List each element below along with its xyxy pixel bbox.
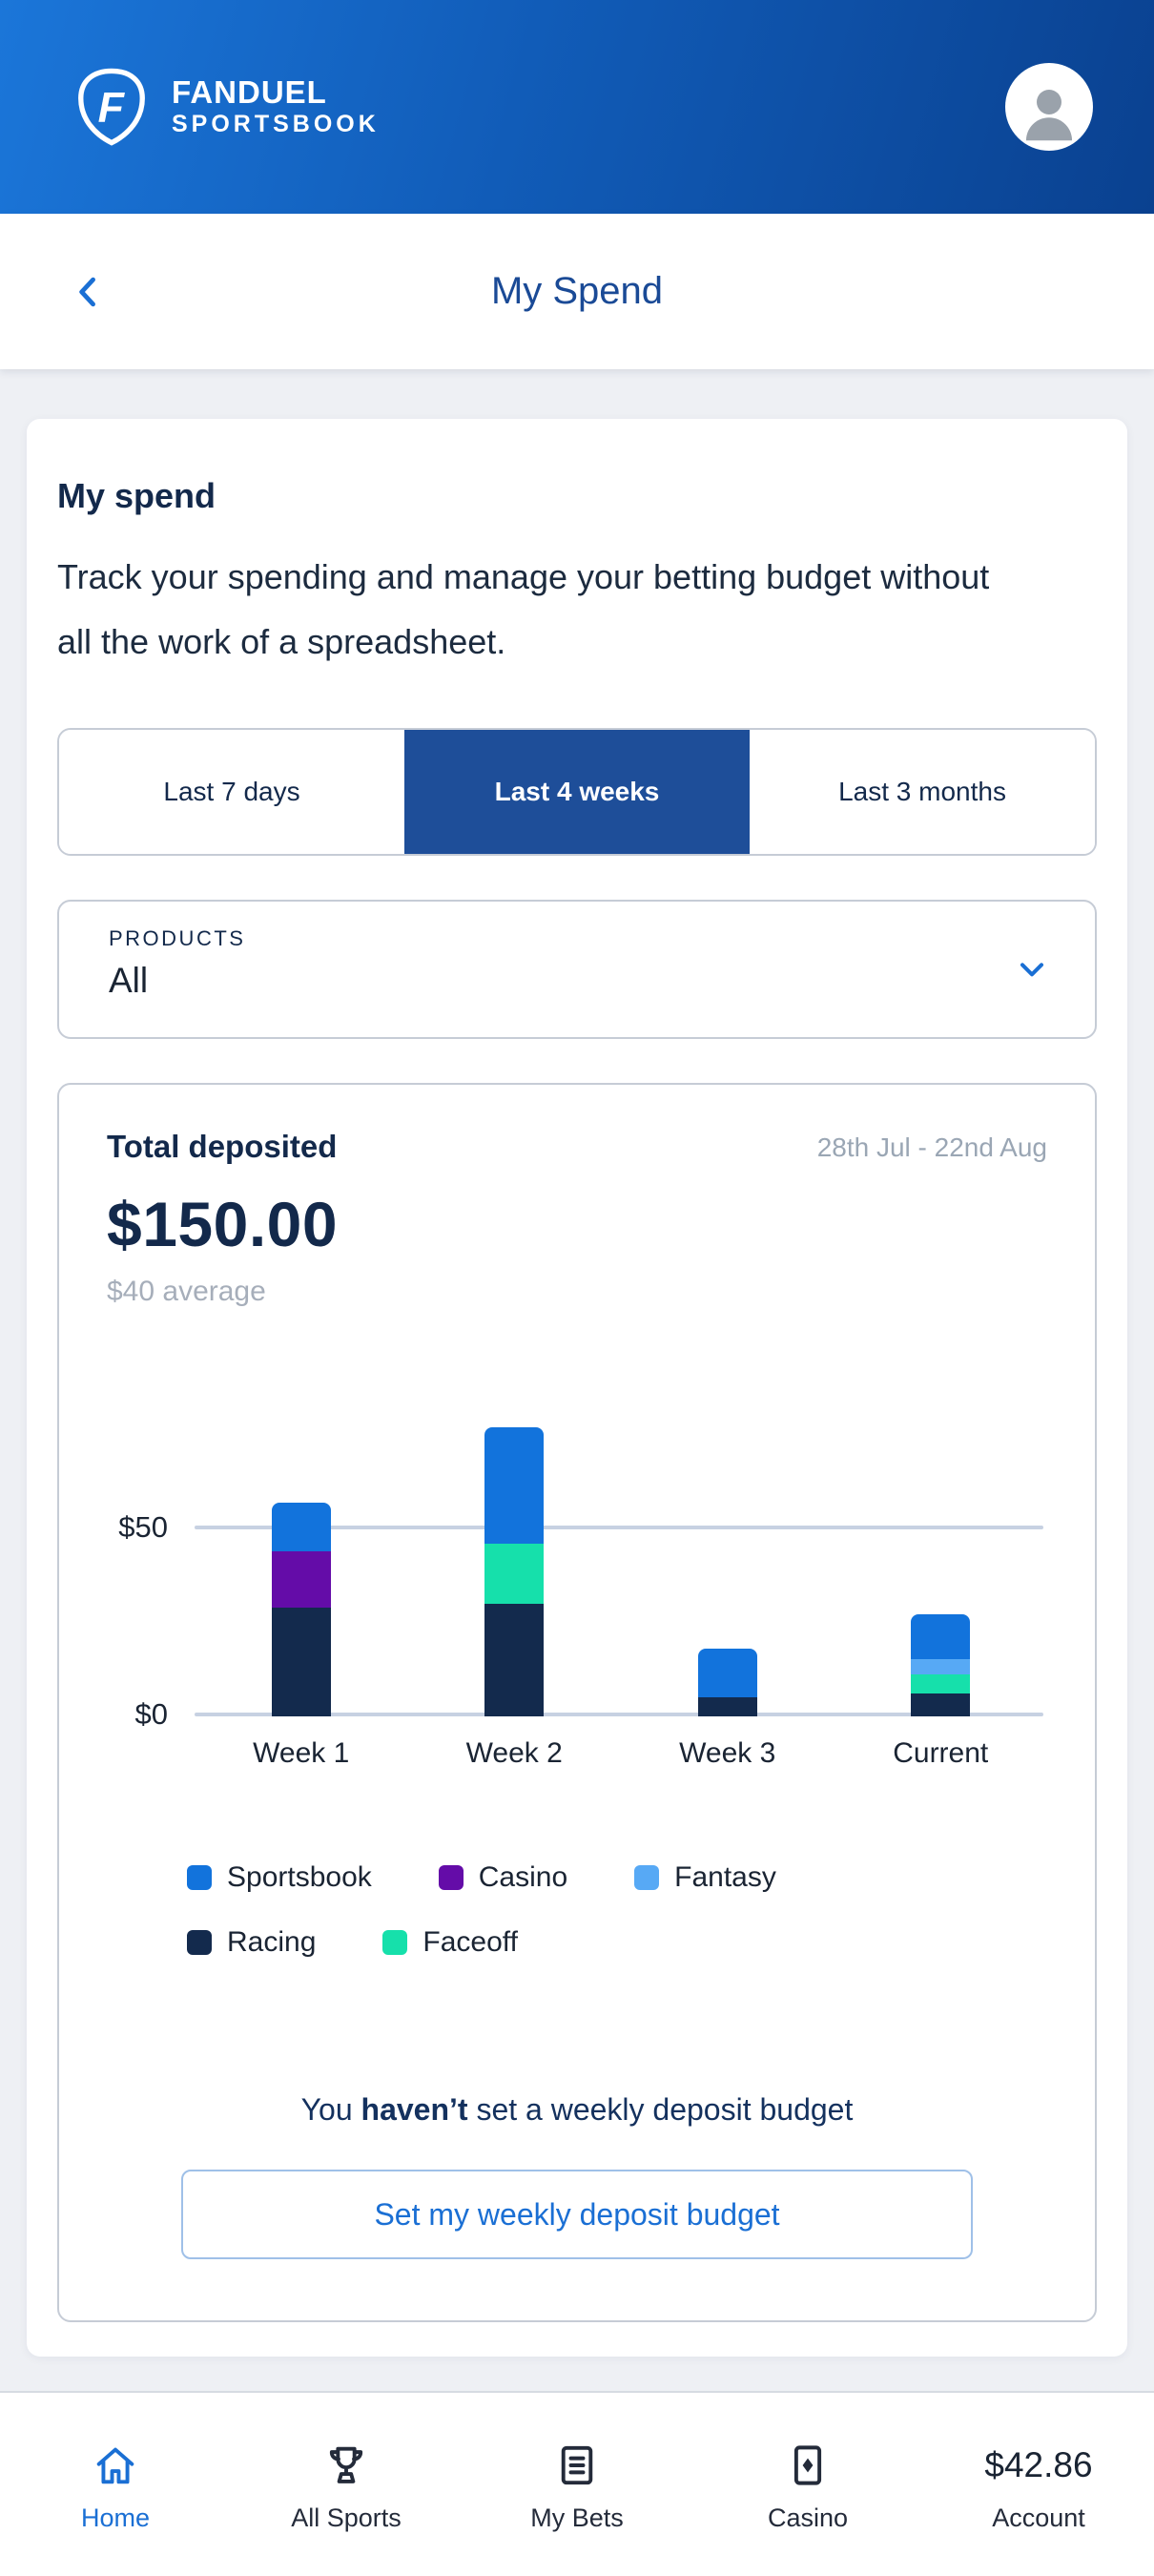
deposits-average: $40 average (107, 1276, 266, 1307)
legend-item-faceoff: Faceoff (382, 1926, 518, 1959)
legend-label: Casino (478, 1861, 568, 1893)
tab-last-4-weeks[interactable]: Last 4 weeks (404, 730, 750, 854)
betslip-icon (552, 2441, 602, 2490)
legend-label: Faceoff (422, 1926, 518, 1958)
bar-segment-racing (697, 1697, 757, 1716)
app-header: F FANDUEL SPORTSBOOK (0, 0, 1154, 214)
bottom-nav: Home All Sports My Bets Casino $42.86 (0, 2391, 1154, 2576)
x-label-week-2: Week 2 (465, 1737, 563, 1769)
bar-segment-casino (271, 1551, 331, 1608)
budget-message: You haven’t set a weekly deposit budget (107, 2092, 1047, 2128)
account-balance: $42.86 (984, 2444, 1093, 2484)
bar-current (911, 1614, 971, 1716)
bar-segment-faceoff (911, 1674, 971, 1693)
nav-home-label: Home (80, 2503, 151, 2532)
svg-text:F: F (98, 84, 126, 132)
page-header: My Spend (0, 214, 1154, 369)
deposits-date-range: 28th Jul - 22nd Aug (816, 1132, 1047, 1162)
deposits-chart: $50 $0 Week 1 Week 2 Week 3 Current (107, 1400, 1047, 1770)
person-icon (1025, 89, 1073, 141)
spend-description: Track your spending and manage your bett… (57, 557, 990, 661)
spend-card: My spend Track your spending and manage … (27, 419, 1127, 2357)
y-tick-0: $0 (134, 1697, 168, 1731)
back-button[interactable] (55, 259, 122, 325)
nav-account[interactable]: $42.86 Account (923, 2393, 1154, 2576)
date-range-tabs: Last 7 days Last 4 weeks Last 3 months (57, 728, 1097, 856)
deposits-bar-chart: $50 $0 (118, 1400, 1047, 1731)
y-tick-50: $50 (118, 1510, 168, 1544)
bar-week-1 (271, 1503, 331, 1716)
chart-x-labels: Week 1 Week 2 Week 3 Current (195, 1737, 1047, 1770)
tab-last-3-months[interactable]: Last 3 months (750, 730, 1095, 854)
nav-all-sports[interactable]: All Sports (231, 2393, 462, 2576)
fanduel-logo-icon: F (71, 66, 153, 148)
fantasy-swatch-icon (634, 1865, 660, 1890)
x-label-week-3: Week 3 (679, 1737, 776, 1769)
bar-segment-sportsbook (697, 1649, 757, 1697)
nav-my-bets-label: My Bets (530, 2503, 624, 2532)
main-content: My spend Track your spending and manage … (0, 369, 1154, 2357)
set-budget-button[interactable]: Set my weekly deposit budget (181, 2170, 973, 2259)
casino-swatch-icon (438, 1865, 464, 1890)
nav-account-label: Account (992, 2503, 1085, 2532)
bar-segment-sportsbook (911, 1614, 971, 1659)
nav-home[interactable]: Home (0, 2393, 231, 2576)
tab-last-7-days[interactable]: Last 7 days (59, 730, 404, 854)
chevron-down-icon (1020, 963, 1043, 977)
bar-week-3 (697, 1649, 757, 1716)
bar-segment-fantasy (911, 1659, 971, 1674)
budget-message-prefix: You (300, 2092, 361, 2127)
x-label-current: Current (893, 1737, 989, 1769)
brand-fanduel: FANDUEL (172, 74, 327, 111)
gridline-0: $0 (135, 1697, 1043, 1731)
products-select[interactable]: PRODUCTS All (57, 900, 1097, 1039)
faceoff-swatch-icon (382, 1930, 408, 1955)
chevron-left-icon (79, 277, 95, 306)
bar-segment-racing (271, 1608, 331, 1716)
legend-item-sportsbook: Sportsbook (187, 1861, 372, 1894)
x-label-week-1: Week 1 (253, 1737, 350, 1769)
deposits-title: Total deposited (107, 1129, 338, 1164)
brand-sportsbook: SPORTSBOOK (172, 110, 380, 137)
nav-my-bets[interactable]: My Bets (462, 2393, 692, 2576)
nav-all-sports-label: All Sports (291, 2503, 402, 2532)
chart-legend: Sportsbook Casino Fantasy Racing Faceoff (187, 1861, 893, 1959)
products-select-value: All (109, 961, 149, 1000)
products-select-label: PRODUCTS (109, 926, 246, 950)
nav-casino[interactable]: Casino (692, 2393, 923, 2576)
legend-item-racing: Racing (187, 1926, 316, 1959)
legend-label: Fantasy (674, 1861, 776, 1893)
bar-segment-sportsbook (484, 1427, 545, 1544)
bar-segment-faceoff (484, 1544, 545, 1604)
page-title: My Spend (490, 270, 664, 312)
budget-message-bold: haven’t (361, 2092, 468, 2127)
legend-item-casino: Casino (438, 1861, 568, 1894)
home-icon (91, 2441, 140, 2490)
brand-name: FANDUEL SPORTSBOOK (172, 75, 380, 137)
account-avatar[interactable] (1005, 63, 1093, 151)
deposits-header: Total deposited 28th Jul - 22nd Aug (107, 1129, 1047, 1165)
legend-item-fantasy: Fantasy (634, 1861, 776, 1894)
trophy-icon (321, 2441, 371, 2490)
legend-label: Sportsbook (227, 1861, 372, 1893)
gridline-50: $50 (118, 1510, 1043, 1544)
spend-heading: My spend (57, 476, 216, 515)
deposits-total: $150.00 (107, 1189, 339, 1259)
bar-segment-racing (484, 1604, 545, 1716)
chart-bars (195, 1400, 1047, 1716)
casino-card-icon (783, 2441, 833, 2490)
budget-message-suffix: set a weekly deposit budget (467, 2092, 854, 2127)
racing-swatch-icon (187, 1930, 212, 1955)
deposits-card: Total deposited 28th Jul - 22nd Aug $150… (57, 1083, 1097, 2322)
bar-segment-sportsbook (271, 1503, 331, 1551)
bar-week-2 (484, 1427, 545, 1716)
legend-label: Racing (227, 1926, 317, 1958)
nav-casino-label: Casino (767, 2503, 849, 2532)
sportsbook-swatch-icon (187, 1865, 212, 1890)
bar-segment-racing (911, 1693, 971, 1716)
